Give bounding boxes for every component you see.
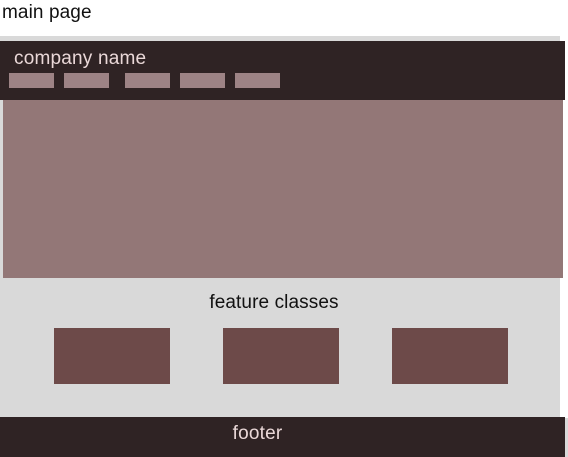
nav-item-5[interactable]	[235, 73, 280, 88]
company-name: company name	[14, 48, 147, 69]
nav-item-4[interactable]	[180, 73, 225, 88]
hero-banner	[3, 100, 563, 278]
frame-edge	[565, 418, 568, 457]
header-bar	[0, 41, 565, 100]
nav-item-3[interactable]	[125, 73, 170, 88]
feature-card-3[interactable]	[392, 328, 508, 384]
page-title: main page	[2, 2, 92, 23]
footer-bar	[0, 417, 565, 457]
nav-item-1[interactable]	[9, 73, 54, 88]
feature-card-1[interactable]	[54, 328, 170, 384]
feature-card-2[interactable]	[223, 328, 339, 384]
nav-item-2[interactable]	[64, 73, 109, 88]
footer-label: footer	[232, 423, 283, 444]
feature-classes-title: feature classes	[209, 292, 339, 313]
